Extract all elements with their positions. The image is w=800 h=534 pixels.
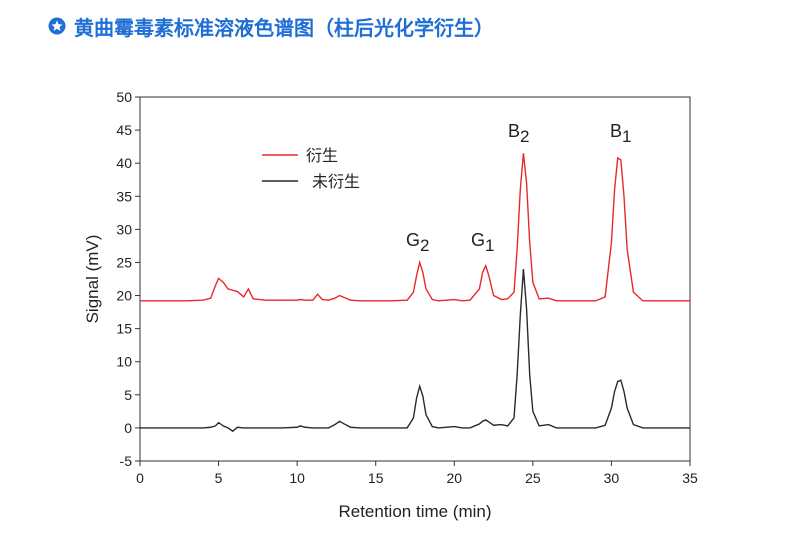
y-tick-label: 35 <box>116 188 132 204</box>
title: 黄曲霉毒素标准溶液色谱图（柱后光化学衍生） <box>74 15 494 40</box>
x-tick-label: 25 <box>525 470 541 486</box>
legend-label: 衍生 <box>306 147 338 165</box>
x-tick-label: 0 <box>136 470 144 486</box>
peak-label: G2 <box>406 230 429 255</box>
peak-label-sub: 2 <box>420 236 429 255</box>
x-tick-label: 15 <box>368 470 384 486</box>
legend-label: 未衍生 <box>312 173 360 191</box>
y-tick-label: 40 <box>116 155 132 171</box>
x-axis-label: Retention time (min) <box>338 502 491 521</box>
y-tick-label: 20 <box>116 288 132 304</box>
y-tick-label: 5 <box>124 387 132 403</box>
icon <box>48 17 66 35</box>
peak-label-main: G <box>471 230 485 250</box>
x-tick-label: 35 <box>682 470 698 486</box>
y-tick-label: 10 <box>116 354 132 370</box>
peak-label-sub: 1 <box>485 236 494 255</box>
peak-label-main: B <box>610 121 622 141</box>
x-tick-label: 10 <box>289 470 305 486</box>
line-series <box>140 269 690 433</box>
peak-label: G1 <box>471 230 494 255</box>
peak-label-main: G <box>406 230 420 250</box>
y-tick-label: 30 <box>116 221 132 237</box>
peak-label-sub: 2 <box>520 127 529 146</box>
plot-frame <box>139 96 691 462</box>
peak-label-sub: 1 <box>622 127 631 146</box>
header: 黄曲霉毒素标准溶液色谱图（柱后光化学衍生） <box>48 10 494 42</box>
peak-label-main: B <box>508 121 520 141</box>
x-tick-label: 5 <box>215 470 223 486</box>
peak-label: B1 <box>610 121 631 146</box>
y-tick-label: -5 <box>120 453 133 469</box>
y-tick-label: 0 <box>124 420 132 436</box>
line-series <box>140 153 690 302</box>
y-tick-label: 45 <box>116 122 132 138</box>
peak-label: B2 <box>508 121 529 146</box>
y-axis-label: Signal (mV) <box>83 235 102 324</box>
y-tick-label: 50 <box>116 89 132 105</box>
x-tick-label: 30 <box>604 470 620 486</box>
y-tick-label: 25 <box>116 254 132 270</box>
y-tick-label: 15 <box>116 321 132 337</box>
x-tick-label: 20 <box>446 470 462 486</box>
